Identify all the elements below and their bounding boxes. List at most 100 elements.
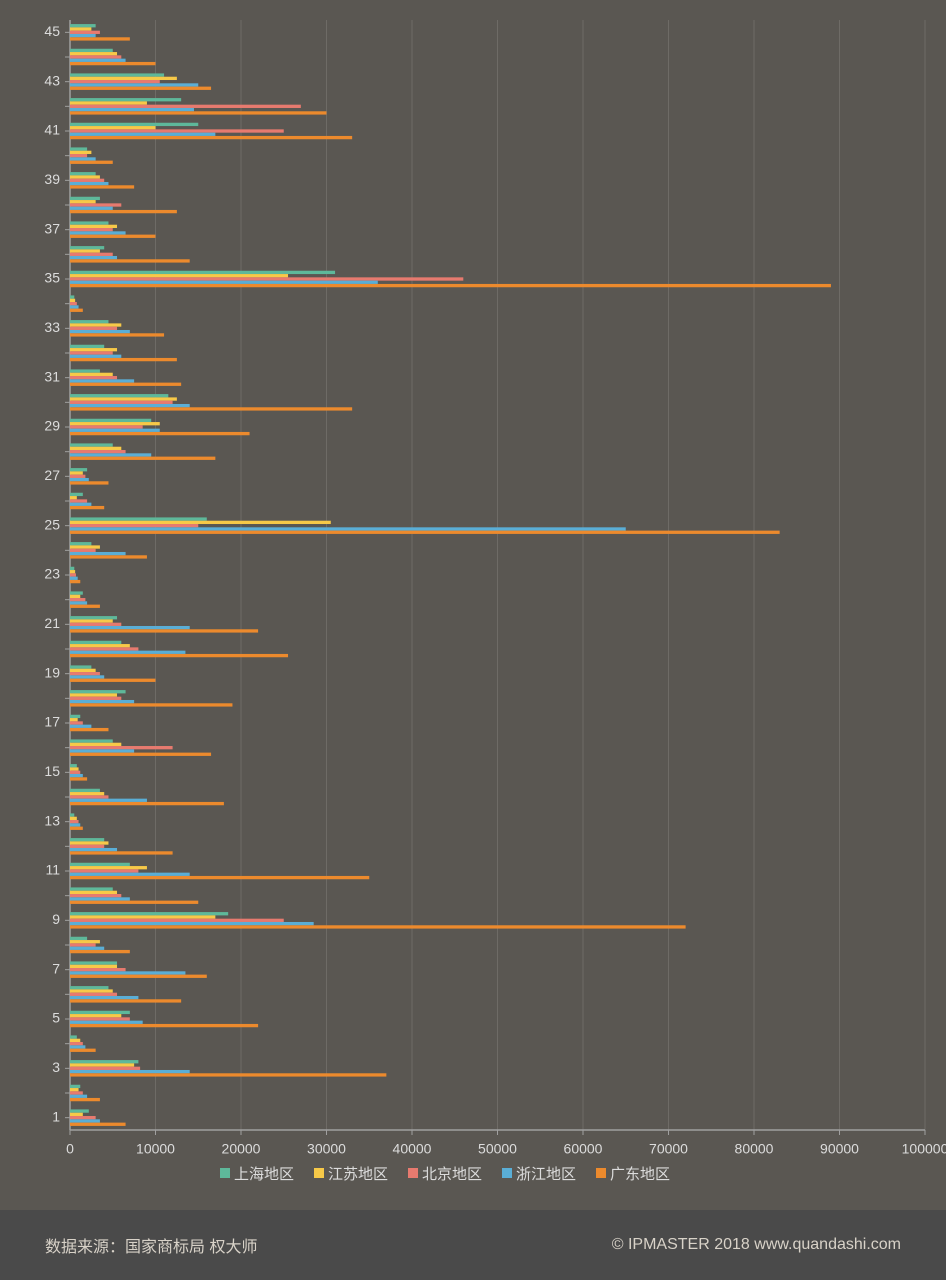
bar-s1 bbox=[70, 221, 108, 224]
bar-s1 bbox=[70, 98, 181, 101]
bar-s3 bbox=[70, 894, 121, 897]
legend-swatch bbox=[502, 1168, 512, 1178]
bar-s5 bbox=[70, 210, 177, 213]
bar-s5 bbox=[70, 1073, 386, 1076]
bar-s2 bbox=[70, 348, 117, 351]
bar-s2 bbox=[70, 77, 177, 80]
y-tick-label: 7 bbox=[52, 960, 60, 976]
bar-s1 bbox=[70, 912, 228, 915]
bar-s3 bbox=[70, 771, 80, 774]
bar-s5 bbox=[70, 654, 288, 657]
bar-s4 bbox=[70, 330, 130, 333]
bar-s5 bbox=[70, 383, 181, 386]
bar-s4 bbox=[70, 503, 91, 506]
bar-s3 bbox=[70, 672, 100, 675]
bar-s4 bbox=[70, 577, 78, 580]
legend-label: 浙江地区 bbox=[516, 1166, 576, 1183]
bar-s1 bbox=[70, 1011, 130, 1014]
bar-s4 bbox=[70, 404, 190, 407]
bar-s4 bbox=[70, 256, 117, 259]
bar-s5 bbox=[70, 62, 156, 65]
bar-s5 bbox=[70, 235, 156, 238]
bar-s5 bbox=[70, 925, 686, 928]
bar-s3 bbox=[70, 1116, 96, 1119]
bar-s3 bbox=[70, 869, 138, 872]
y-tick-label: 31 bbox=[44, 368, 60, 384]
legend-label: 上海地区 bbox=[234, 1166, 294, 1183]
bar-s1 bbox=[70, 493, 83, 496]
y-tick-label: 3 bbox=[52, 1059, 60, 1075]
bar-s5 bbox=[70, 827, 83, 830]
bar-s4 bbox=[70, 83, 198, 86]
bar-s1 bbox=[70, 567, 74, 570]
y-tick-label: 33 bbox=[44, 319, 60, 335]
bar-s3 bbox=[70, 968, 126, 971]
bar-s5 bbox=[70, 161, 113, 164]
legend-swatch bbox=[220, 1168, 230, 1178]
bar-s1 bbox=[70, 320, 108, 323]
bar-s2 bbox=[70, 792, 104, 795]
bar-s3 bbox=[70, 31, 100, 34]
bar-s4 bbox=[70, 182, 108, 185]
bar-s2 bbox=[70, 595, 80, 598]
bar-s2 bbox=[70, 1039, 80, 1042]
bar-s2 bbox=[70, 496, 77, 499]
legend-swatch bbox=[314, 1168, 324, 1178]
bar-s4 bbox=[70, 478, 89, 481]
copyright-label: © IPMASTER 2018 www.quandashi.com bbox=[612, 1236, 901, 1254]
bar-s3 bbox=[70, 721, 83, 724]
bar-s4 bbox=[70, 379, 134, 382]
bar-s4 bbox=[70, 700, 134, 703]
bar-s3 bbox=[70, 943, 96, 946]
bar-s3 bbox=[70, 549, 96, 552]
x-tick-label: 100000 bbox=[902, 1141, 946, 1157]
bar-s4 bbox=[70, 429, 160, 432]
bar-s5 bbox=[70, 629, 258, 632]
bar-s5 bbox=[70, 580, 80, 583]
bar-s4 bbox=[70, 947, 104, 950]
bar-s1 bbox=[70, 616, 117, 619]
bar-s2 bbox=[70, 1113, 83, 1116]
x-tick-label: 10000 bbox=[136, 1141, 175, 1157]
bar-s3 bbox=[70, 450, 126, 453]
bar-s5 bbox=[70, 87, 211, 90]
bar-s2 bbox=[70, 1088, 79, 1091]
bar-s3 bbox=[70, 154, 87, 157]
source-label: 数据来源：国家商标局 权大师 bbox=[45, 1233, 257, 1257]
bar-s1 bbox=[70, 739, 113, 742]
bar-s3 bbox=[70, 647, 138, 650]
bar-s1 bbox=[70, 369, 100, 372]
bar-s5 bbox=[70, 1049, 96, 1052]
bar-s2 bbox=[70, 397, 177, 400]
bar-s5 bbox=[70, 876, 369, 879]
bar-s4 bbox=[70, 675, 104, 678]
bar-s5 bbox=[70, 259, 190, 262]
bar-s2 bbox=[70, 940, 100, 943]
bar-s4 bbox=[70, 231, 126, 234]
bar-s4 bbox=[70, 355, 121, 358]
bar-s4 bbox=[70, 749, 134, 752]
bar-s5 bbox=[70, 851, 173, 854]
bar-s1 bbox=[70, 591, 83, 594]
bar-s5 bbox=[70, 1098, 100, 1101]
y-tick-label: 43 bbox=[44, 72, 60, 88]
bar-s3 bbox=[70, 425, 143, 428]
bar-s1 bbox=[70, 961, 117, 964]
bar-s4 bbox=[70, 651, 185, 654]
x-tick-label: 50000 bbox=[478, 1141, 517, 1157]
bar-s1 bbox=[70, 690, 126, 693]
legend-label: 北京地区 bbox=[422, 1166, 482, 1183]
bar-s3 bbox=[70, 845, 104, 848]
bar-s1 bbox=[70, 24, 96, 27]
bar-s5 bbox=[70, 1123, 126, 1126]
bar-s2 bbox=[70, 299, 75, 302]
bar-s4 bbox=[70, 1095, 87, 1098]
bar-s5 bbox=[70, 284, 831, 287]
bar-s4 bbox=[70, 527, 626, 530]
bar-s2 bbox=[70, 521, 331, 524]
bar-s2 bbox=[70, 644, 130, 647]
legend-label: 江苏地区 bbox=[328, 1166, 388, 1183]
bar-s3 bbox=[70, 1067, 140, 1070]
bar-s3 bbox=[70, 524, 198, 527]
bar-s5 bbox=[70, 531, 780, 534]
